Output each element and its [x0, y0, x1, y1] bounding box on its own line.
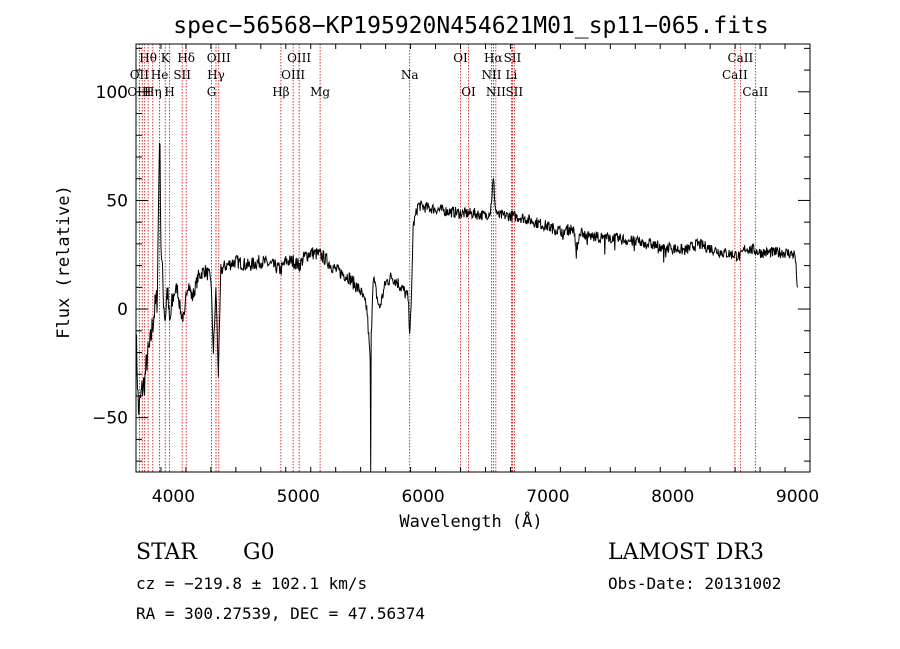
line-label: He [151, 68, 169, 82]
line-label: OI [461, 85, 476, 99]
line-label: Na [401, 68, 419, 82]
line-label: OIII [287, 51, 311, 65]
line-label: Hθ [139, 51, 157, 65]
line-label: Hα [484, 51, 503, 65]
y-tick-label: −50 [92, 409, 128, 429]
line-label: CaII [727, 51, 753, 65]
line-label: CaII [722, 68, 748, 82]
y-axis: −50 0 50 100 [92, 47, 810, 462]
spectrum-line [135, 142, 798, 473]
x-tick-label: 6000 [401, 487, 444, 507]
line-label: SII [504, 51, 522, 65]
line-label: OIII [207, 51, 231, 65]
line-label: Li [506, 68, 518, 82]
line-label: OII [130, 68, 150, 82]
line-label: K [161, 51, 171, 65]
line-label: G [207, 85, 217, 99]
x-axis: 4000 5000 6000 7000 8000 9000 [135, 44, 819, 507]
line-label: H [164, 85, 174, 99]
x-tick-label: 4000 [152, 487, 195, 507]
y-tick-label: 50 [106, 191, 128, 211]
object-class: STAR [136, 540, 197, 565]
line-label: NII [481, 68, 501, 82]
line-label: OIII [281, 68, 305, 82]
chart-title: spec−56568−KP195920N454621M01_sp11−065.f… [173, 13, 768, 39]
line-label: CaII [742, 85, 768, 99]
line-label: Hβ [272, 85, 289, 99]
x-tick-label: 7000 [526, 487, 569, 507]
object-subclass: G0 [243, 540, 275, 565]
line-label: Hγ [207, 68, 225, 82]
line-label: NII [486, 85, 506, 99]
x-tick-label: 5000 [277, 487, 320, 507]
line-label: Mg [310, 85, 330, 99]
y-tick-label: 0 [117, 300, 128, 320]
y-tick-label: 100 [96, 83, 128, 103]
line-label: SII [173, 68, 191, 82]
line-label: OI [453, 51, 468, 65]
survey-name: LAMOST DR3 [608, 540, 764, 565]
redshift-text: cz = −219.8 ± 102.1 km/s [136, 574, 368, 593]
plot-frame [135, 43, 811, 473]
x-tick-label: 8000 [651, 487, 694, 507]
obs-date: Obs-Date: 20131002 [608, 574, 782, 593]
coordinates-text: RA = 300.27539, DEC = 47.56374 [136, 604, 425, 623]
y-axis-label: Flux (relative) [54, 185, 74, 339]
x-tick-label: 9000 [776, 487, 819, 507]
line-label: Hη [144, 85, 162, 99]
line-label: Hδ [177, 51, 195, 65]
x-axis-label: Wavelength (Å) [399, 510, 542, 532]
line-label: SII [505, 85, 523, 99]
line-marker-group [138, 44, 756, 472]
